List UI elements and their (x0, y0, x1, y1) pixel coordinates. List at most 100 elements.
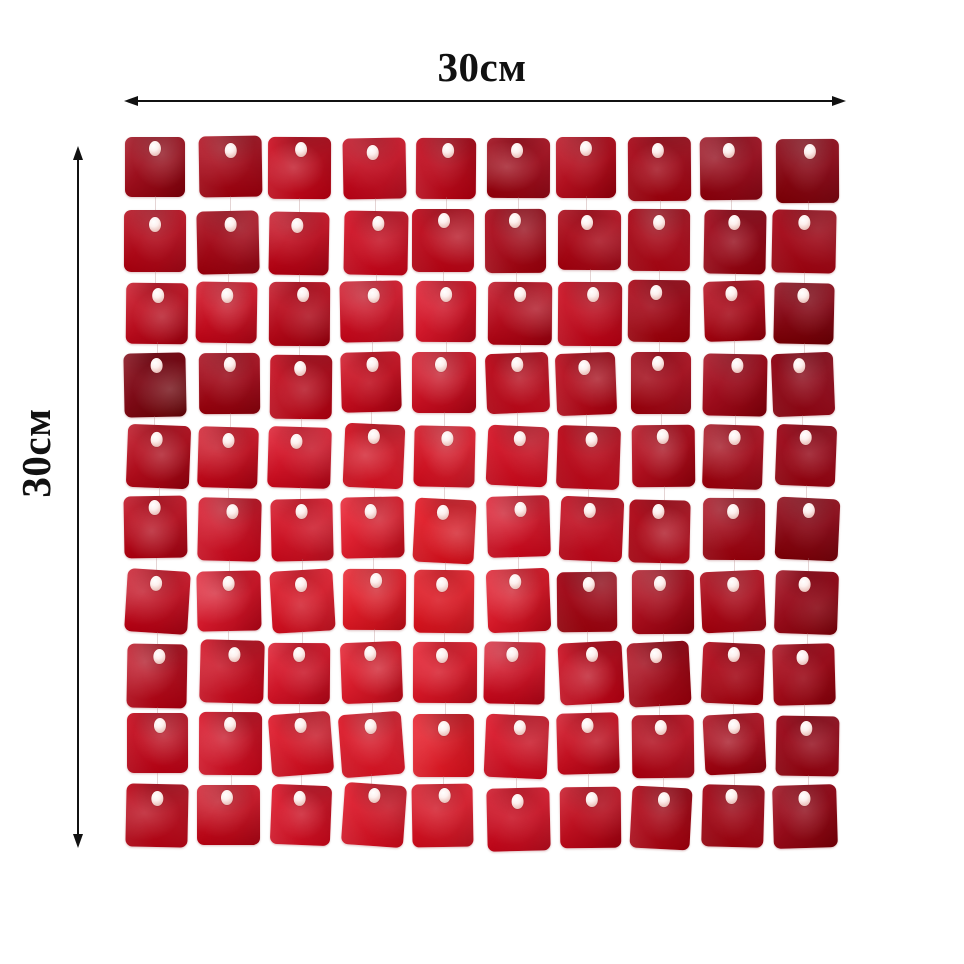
sequin-thread (516, 777, 518, 791)
sequin-tile (270, 497, 335, 561)
sequin-thread (443, 776, 445, 789)
height-dimension-arrow (69, 146, 87, 848)
sequin-tile (560, 786, 622, 848)
sequin-pin-icon (649, 647, 663, 663)
height-dimension-label: 30см (13, 408, 59, 498)
sequin-thread (155, 196, 157, 212)
sequin-thread (446, 340, 448, 356)
sequin-tile (488, 282, 553, 346)
sequin-pin-icon (221, 432, 235, 449)
sequin-pin-icon (439, 286, 453, 302)
sequin-pin-icon (587, 287, 600, 303)
sequin-thread (659, 704, 661, 717)
sequin-pin-icon (224, 716, 237, 732)
sequin-tile (556, 571, 618, 633)
sequin-pin-icon (514, 286, 527, 303)
sequin-tile (703, 497, 766, 561)
sequin-pin-icon (372, 216, 385, 232)
sequin-thread (299, 345, 301, 358)
sequin-tile (199, 639, 265, 705)
sequin-tile (123, 209, 186, 272)
sequin-thread (443, 411, 445, 428)
sequin-pin-icon (293, 646, 306, 662)
sequin-pin-icon (224, 142, 237, 159)
sequin-thread (515, 271, 517, 284)
sequin-tile (125, 783, 189, 849)
sequin-pin-icon (649, 284, 662, 300)
sequin-pin-icon (582, 576, 595, 592)
sequin-thread (371, 774, 373, 788)
sequin-thread (445, 701, 447, 717)
sequin-pin-icon (803, 143, 817, 159)
sequin-tile (556, 712, 620, 775)
sequin-tile (411, 783, 474, 848)
sequin-tile (702, 712, 767, 777)
sequin-pin-icon (364, 645, 378, 662)
sequin-pin-icon (585, 646, 598, 662)
sequin-pin-icon (294, 360, 307, 376)
sequin-tile (703, 209, 768, 275)
sequin-pin-icon (150, 790, 163, 807)
sequin-thread (154, 415, 156, 429)
sequin-tile (557, 640, 624, 706)
sequin-tile (195, 569, 262, 632)
sequin-pin-icon (437, 213, 451, 229)
sequin-thread (229, 560, 231, 574)
sequin-thread (374, 487, 376, 500)
sequin-pin-icon (364, 503, 378, 520)
sequin-pin-icon (294, 575, 308, 592)
sequin-tile (485, 424, 549, 488)
sequin-thread (300, 774, 302, 789)
sequin-pin-icon (438, 788, 451, 804)
sequin-pin-icon (228, 647, 241, 663)
sequin-tile (702, 424, 765, 490)
sequin-pin-icon (442, 142, 455, 158)
sequin-tile (771, 209, 837, 274)
sequin-thread (586, 630, 588, 647)
sequin-thread (807, 774, 809, 791)
sequin-tile (628, 136, 692, 202)
sequin-tile (486, 137, 551, 198)
sequin-pin-icon (731, 357, 744, 374)
sequin-tile (701, 783, 766, 848)
sequin-pin-icon (152, 287, 165, 303)
sequin-tile (699, 137, 763, 201)
sequin-thread (518, 196, 520, 213)
sequin-pin-icon (436, 577, 449, 593)
sequin-pin-icon (440, 430, 454, 447)
sequin-pin-icon (727, 719, 741, 735)
sequin-panel (123, 135, 848, 852)
sequin-tile (267, 426, 332, 490)
sequin-thread (585, 196, 587, 212)
sequin-pin-icon (367, 144, 380, 161)
sequin-thread (735, 272, 737, 286)
sequin-pin-icon (581, 215, 594, 231)
sequin-tile (626, 640, 693, 707)
sequin-tile (340, 351, 403, 414)
sequin-thread (803, 703, 805, 719)
sequin-pin-icon (148, 216, 161, 232)
sequin-tile (412, 497, 478, 565)
sequin-pin-icon (222, 575, 235, 592)
sequin-thread (732, 630, 734, 647)
sequin-pin-icon (295, 142, 308, 158)
sequin-tile (268, 567, 336, 634)
sequin-tile (558, 210, 622, 271)
sequin-tile (774, 423, 838, 488)
sequin-pin-icon (653, 214, 666, 230)
sequin-pin-icon (367, 287, 380, 303)
sequin-thread (298, 702, 300, 718)
width-dimension-arrow (124, 92, 846, 110)
sequin-tile (627, 208, 690, 272)
sequin-pin-icon (367, 429, 381, 445)
sequin-thread (442, 270, 444, 284)
sequin-pin-icon (511, 357, 524, 373)
sequin-tile (411, 208, 474, 272)
sequin-thread (299, 487, 301, 503)
sequin-pin-icon (728, 214, 741, 230)
sequin-pin-icon (226, 504, 239, 520)
sequin-pin-icon (579, 141, 592, 157)
sequin-pin-icon (726, 647, 740, 663)
sequin-tile (700, 642, 766, 706)
